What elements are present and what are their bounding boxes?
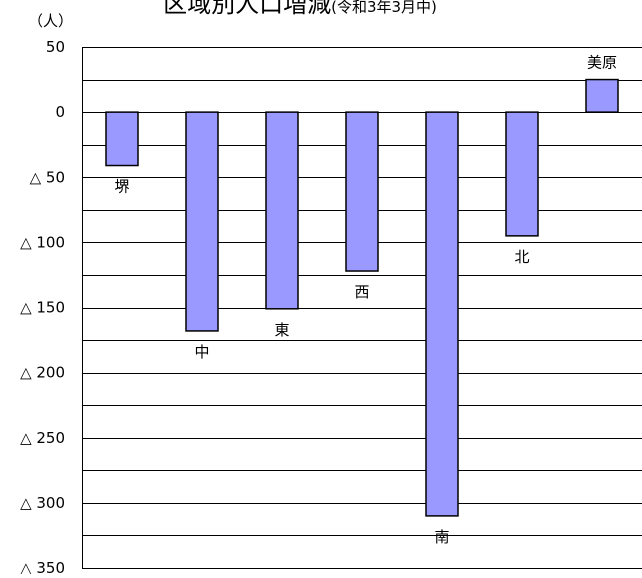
grid-lines	[82, 47, 642, 569]
y-tick-label: △ 100	[20, 233, 65, 251]
y-axis-unit-label: （人）	[28, 12, 73, 30]
category-label: 堺	[114, 178, 129, 196]
bars	[105, 78, 619, 517]
bar-1	[185, 111, 219, 332]
category-label: 東	[274, 321, 289, 339]
bar-0	[105, 111, 139, 167]
category-label: 西	[354, 283, 369, 301]
y-tick-label: △ 300	[20, 494, 65, 512]
bar-4	[425, 111, 459, 517]
y-tick-label: △ 350	[20, 559, 65, 574]
category-label: 中	[194, 343, 209, 361]
category-label: 北	[514, 248, 529, 266]
y-tick-label: △ 250	[20, 429, 65, 447]
y-tick-labels: 50 0 △ 50 △ 100 △ 150 △ 200 △ 250 △ 300 △ 350	[20, 38, 65, 577]
y-tick-label: △ 150	[20, 299, 65, 317]
bar-5	[505, 111, 539, 237]
y-tick-label: △ 50	[30, 168, 65, 186]
chart-subtitle: (令和3年3月中)	[331, 0, 437, 16]
category-labels: 堺中 東 西南 北 美原	[114, 54, 617, 546]
category-label: 南	[434, 528, 449, 546]
bar-2	[265, 111, 299, 310]
category-label: 美原	[587, 54, 617, 72]
chart-title: 区域別人口増減(令和3年3月中)	[163, 0, 437, 18]
bar-6	[585, 78, 619, 113]
y-tick-label: △ 200	[20, 364, 65, 382]
chart-title-main: 区域別人口増減	[163, 0, 331, 18]
y-tick-label: 0	[55, 103, 65, 121]
bar-3	[345, 111, 379, 272]
y-tick-label: 50	[46, 38, 65, 56]
